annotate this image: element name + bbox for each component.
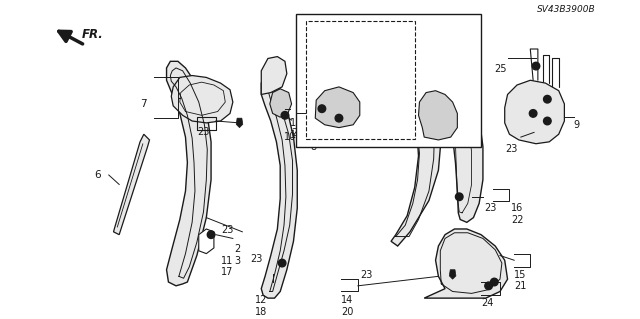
- Text: 26: 26: [345, 19, 358, 29]
- Text: 24: 24: [481, 298, 493, 308]
- Polygon shape: [391, 61, 441, 246]
- Text: 8: 8: [310, 142, 317, 152]
- Text: 9: 9: [574, 120, 580, 130]
- Polygon shape: [449, 270, 456, 279]
- Circle shape: [335, 115, 343, 122]
- Polygon shape: [236, 118, 243, 128]
- Circle shape: [485, 282, 492, 290]
- Text: 25: 25: [494, 64, 507, 74]
- Circle shape: [281, 112, 289, 119]
- Circle shape: [532, 62, 540, 70]
- Bar: [306, 21, 415, 139]
- Circle shape: [490, 278, 498, 286]
- Text: 11
17: 11 17: [221, 256, 233, 277]
- Polygon shape: [261, 74, 297, 298]
- Circle shape: [456, 193, 463, 201]
- Polygon shape: [424, 229, 508, 298]
- Text: 7: 7: [140, 99, 147, 109]
- Text: FR.: FR.: [81, 28, 103, 41]
- Text: 15
21: 15 21: [514, 270, 527, 291]
- Polygon shape: [270, 89, 292, 117]
- Text: 23: 23: [360, 270, 372, 280]
- Text: 23: 23: [250, 254, 262, 263]
- Polygon shape: [452, 94, 483, 222]
- Text: 2
3: 2 3: [235, 244, 241, 266]
- Circle shape: [529, 110, 537, 117]
- Text: 6: 6: [95, 170, 101, 180]
- Circle shape: [318, 105, 326, 113]
- Text: 16
22: 16 22: [511, 204, 524, 225]
- Polygon shape: [505, 80, 564, 144]
- Polygon shape: [316, 87, 360, 128]
- Text: 23: 23: [292, 128, 304, 137]
- Circle shape: [278, 259, 286, 267]
- Text: 14
20: 14 20: [341, 295, 353, 317]
- Circle shape: [543, 95, 551, 103]
- Text: 12
18: 12 18: [255, 295, 268, 317]
- Polygon shape: [419, 91, 458, 140]
- Text: 23: 23: [197, 127, 209, 137]
- Bar: [296, 14, 481, 146]
- Circle shape: [207, 231, 215, 239]
- Polygon shape: [166, 61, 211, 286]
- Text: 23: 23: [506, 144, 518, 154]
- Polygon shape: [261, 56, 287, 94]
- Text: 23: 23: [484, 204, 496, 213]
- Circle shape: [543, 117, 551, 125]
- Text: 4
5: 4 5: [442, 71, 448, 93]
- Text: 23: 23: [221, 225, 234, 235]
- Text: 13
19: 13 19: [290, 118, 303, 140]
- Polygon shape: [113, 134, 150, 235]
- Polygon shape: [172, 76, 233, 123]
- Text: SV43B3900B: SV43B3900B: [537, 5, 596, 14]
- Polygon shape: [199, 229, 214, 254]
- Text: 10: 10: [284, 132, 296, 142]
